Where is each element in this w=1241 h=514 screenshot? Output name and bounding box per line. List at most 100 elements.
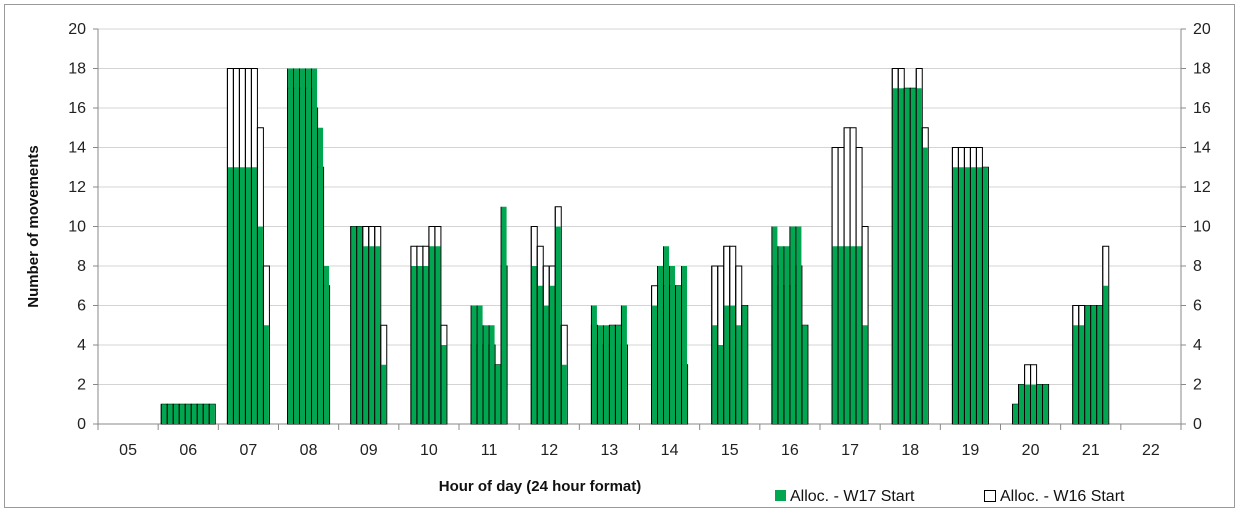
x-tick-label: 05: [119, 442, 137, 459]
bar-w17: [784, 246, 790, 424]
bar-w17: [318, 127, 324, 424]
bar-w17: [435, 246, 441, 424]
bar-w17: [233, 167, 239, 424]
bar-w17: [471, 305, 477, 424]
bar-w17: [537, 285, 543, 424]
y-tick-label-left: 20: [68, 21, 86, 38]
bar-w17: [173, 404, 179, 424]
bar-w17: [916, 88, 922, 424]
bar-w17: [609, 325, 615, 424]
bar-w17: [1097, 305, 1103, 424]
bar-w17: [531, 266, 537, 424]
bar-w17: [324, 266, 330, 424]
y-tick-label-left: 10: [68, 219, 86, 236]
y-tick-label-right: 12: [1193, 179, 1211, 196]
x-tick-label: 10: [420, 442, 438, 459]
x-tick-label: 21: [1082, 442, 1100, 459]
bar-w17: [670, 266, 676, 424]
bar-w17: [411, 266, 417, 424]
y-tick-label-right: 4: [1193, 337, 1202, 354]
bar-w17: [615, 325, 621, 424]
bar-w17: [1103, 285, 1109, 424]
bar-w17: [1073, 325, 1079, 424]
chart-frame: [4, 4, 1235, 508]
bar-w17: [742, 305, 748, 424]
bar-w17: [658, 266, 664, 424]
y-tick-label-right: 10: [1193, 219, 1211, 236]
y-tick-label-right: 18: [1193, 61, 1211, 78]
bar-w17: [209, 404, 215, 424]
bar-w17: [892, 88, 898, 424]
bar-w17: [736, 325, 742, 424]
bar-w17: [730, 305, 736, 424]
bar-w17: [251, 167, 257, 424]
bar-w17: [591, 305, 597, 424]
bar-w17: [712, 325, 718, 424]
bar-w17: [976, 167, 982, 424]
bar-w17: [381, 364, 387, 424]
bar-w17: [910, 88, 916, 424]
bar-w17: [179, 404, 185, 424]
x-tick-label: 06: [179, 442, 197, 459]
bar-w17: [167, 404, 173, 424]
legend-label-w16: Alloc. - W16 Start: [1000, 488, 1125, 505]
bar-w17: [501, 206, 507, 424]
x-tick-label: 08: [300, 442, 318, 459]
bar-w17: [555, 226, 561, 424]
bar-w17: [1079, 325, 1085, 424]
bar-w17: [898, 88, 904, 424]
y-tick-label-left: 18: [68, 61, 86, 78]
bar-w17: [161, 404, 167, 424]
x-tick-label: 11: [481, 442, 498, 459]
y-tick-label-left: 4: [77, 337, 86, 354]
bar-w17: [1091, 305, 1097, 424]
bar-w17: [718, 345, 724, 424]
x-tick-label: 20: [1022, 442, 1040, 459]
bar-w17: [838, 246, 844, 424]
bar-w17: [664, 246, 670, 424]
bar-w17: [603, 325, 609, 424]
bar-w17: [856, 246, 862, 424]
bar-w17: [477, 305, 483, 424]
x-tick-label: 14: [661, 442, 679, 459]
bar-w17: [245, 167, 251, 424]
y-tick-label-left: 12: [68, 179, 86, 196]
bar-w17: [312, 68, 318, 424]
bar-w17: [1019, 384, 1025, 424]
y-tick-label-right: 16: [1193, 100, 1211, 117]
bar-w17: [357, 226, 363, 424]
bar-w17: [982, 167, 988, 424]
y-tick-label-left: 2: [77, 377, 86, 394]
bar-w17: [423, 266, 429, 424]
bar-w17: [375, 246, 381, 424]
y-tick-label-left: 8: [77, 258, 86, 275]
bar-w17: [802, 325, 808, 424]
bar-w17: [197, 404, 203, 424]
bar-w17: [772, 226, 778, 424]
bar-w17: [922, 147, 928, 424]
bar-w17: [832, 246, 838, 424]
bar-w17: [862, 325, 868, 424]
bar-w17: [561, 364, 567, 424]
bar-w17: [441, 345, 447, 424]
bar-w17: [844, 246, 850, 424]
bar-w17: [257, 226, 263, 424]
bar-w17: [351, 226, 357, 424]
bar-w17: [549, 285, 555, 424]
bar-w17: [952, 167, 958, 424]
bar-w17: [300, 68, 306, 424]
x-tick-label: 12: [540, 442, 558, 459]
bar-w17: [369, 246, 375, 424]
bar-w17: [239, 167, 245, 424]
bar-w17: [1043, 384, 1049, 424]
bar-w17: [790, 226, 796, 424]
bar-w17: [263, 325, 269, 424]
bar-w17: [904, 88, 910, 424]
bar-w17: [227, 167, 233, 424]
bar-w17: [958, 167, 964, 424]
bar-w17: [294, 68, 300, 424]
y-tick-label-right: 6: [1193, 298, 1202, 315]
bar-w17: [1025, 384, 1031, 424]
bar-w17: [363, 246, 369, 424]
